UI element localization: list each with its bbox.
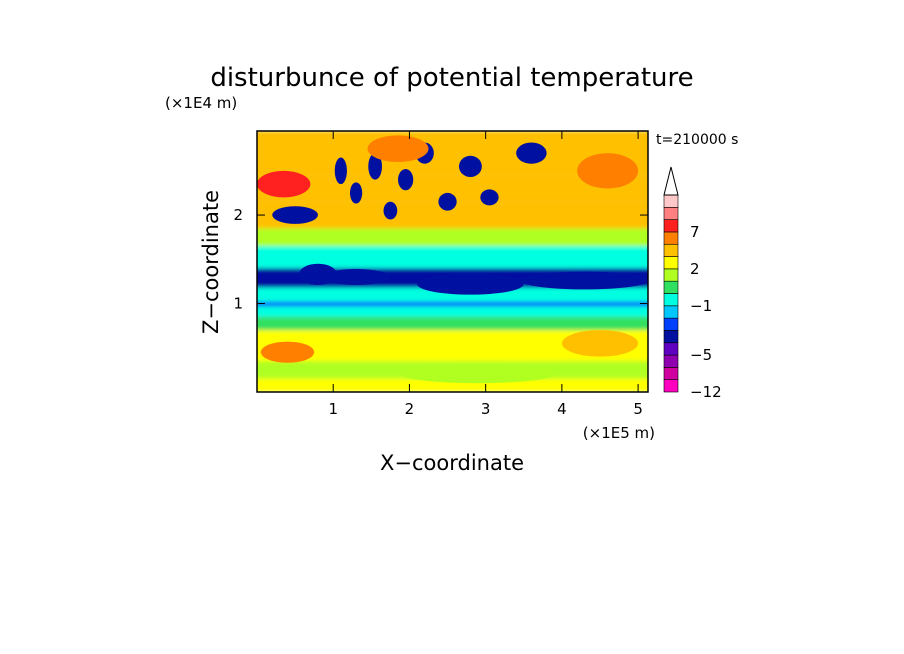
- field-cell: [401, 365, 555, 384]
- colorbar-segment: [663, 293, 679, 307]
- colorbar-segment: [663, 330, 679, 344]
- colorbar-segment: [663, 243, 679, 257]
- plot-frame: [256, 130, 649, 393]
- colorbar-segment: [663, 280, 679, 294]
- colorbar-segment: [663, 342, 679, 356]
- field-cell: [398, 169, 414, 191]
- x-axis-label: X−coordinate: [380, 451, 524, 475]
- field-band: [257, 301, 648, 307]
- field-bands-group: [257, 131, 648, 392]
- colorbar-segment: [663, 268, 679, 282]
- x-axis-ticks: 1 2 3 4 5: [328, 131, 643, 418]
- field-cell: [480, 189, 499, 206]
- y-unit-label: (×1E4 m): [165, 94, 237, 112]
- y-tick-label: 2: [233, 206, 243, 224]
- field-cell: [272, 206, 318, 224]
- colorbar-segment: [663, 219, 679, 233]
- colorbar-segment: [663, 194, 679, 208]
- colorbar-segment: [663, 256, 679, 270]
- field-cell: [334, 157, 347, 185]
- colorbar-tick-label: 7: [690, 223, 700, 241]
- field-cell: [257, 170, 311, 198]
- field-cell: [368, 153, 382, 180]
- colorbar-segment: [663, 207, 679, 220]
- x-tick-label: 1: [328, 400, 338, 418]
- x-tick-label: 5: [633, 400, 643, 418]
- field-band: [257, 228, 648, 247]
- colorbar-segment: [663, 317, 679, 331]
- colorbar-segment: [663, 354, 679, 368]
- chart-title: disturbunce of potential temperature: [210, 63, 693, 93]
- x-tick-label: 4: [557, 400, 567, 418]
- colorbar-segment: [663, 367, 679, 380]
- field-cell: [577, 153, 639, 189]
- colorbar-extend-arrow: [663, 166, 679, 196]
- x-tick-label: 3: [481, 400, 491, 418]
- field-cell: [383, 201, 398, 220]
- colorbar-tick-label: −5: [690, 346, 712, 364]
- colorbar-segment: [663, 305, 679, 319]
- field-cell: [260, 341, 315, 363]
- field-cell: [417, 273, 524, 295]
- field-cell: [367, 135, 429, 162]
- colorbar-tick-label: −1: [690, 297, 712, 315]
- field-cell: [455, 338, 547, 357]
- field-cell: [516, 142, 547, 164]
- x-unit-label: (×1E5 m): [583, 424, 655, 442]
- field-cell: [438, 192, 457, 211]
- colorbar: −12−5−127: [663, 166, 722, 401]
- field-band: [257, 316, 648, 331]
- contour-field: [257, 131, 648, 392]
- time-label: t=210000 s: [656, 132, 738, 148]
- y-axis-label: Z−coordinate: [199, 190, 223, 334]
- field-band: [257, 378, 648, 392]
- field-cell: [561, 330, 639, 357]
- field-cell: [458, 155, 482, 178]
- y-axis-ticks: 12: [233, 206, 648, 313]
- field-cell: [321, 269, 391, 285]
- field-band: [257, 287, 648, 302]
- field-band: [257, 306, 648, 317]
- y-tick-label: 1: [233, 295, 243, 313]
- field-band: [257, 246, 648, 269]
- colorbar-tick-label: 2: [690, 260, 700, 278]
- colorbar-tick-label: −12: [690, 383, 722, 401]
- colorbar-segment: [663, 231, 679, 245]
- field-cell: [519, 271, 648, 290]
- field-cell: [349, 182, 363, 204]
- colorbar-segment: [663, 379, 679, 393]
- x-tick-label: 2: [405, 400, 415, 418]
